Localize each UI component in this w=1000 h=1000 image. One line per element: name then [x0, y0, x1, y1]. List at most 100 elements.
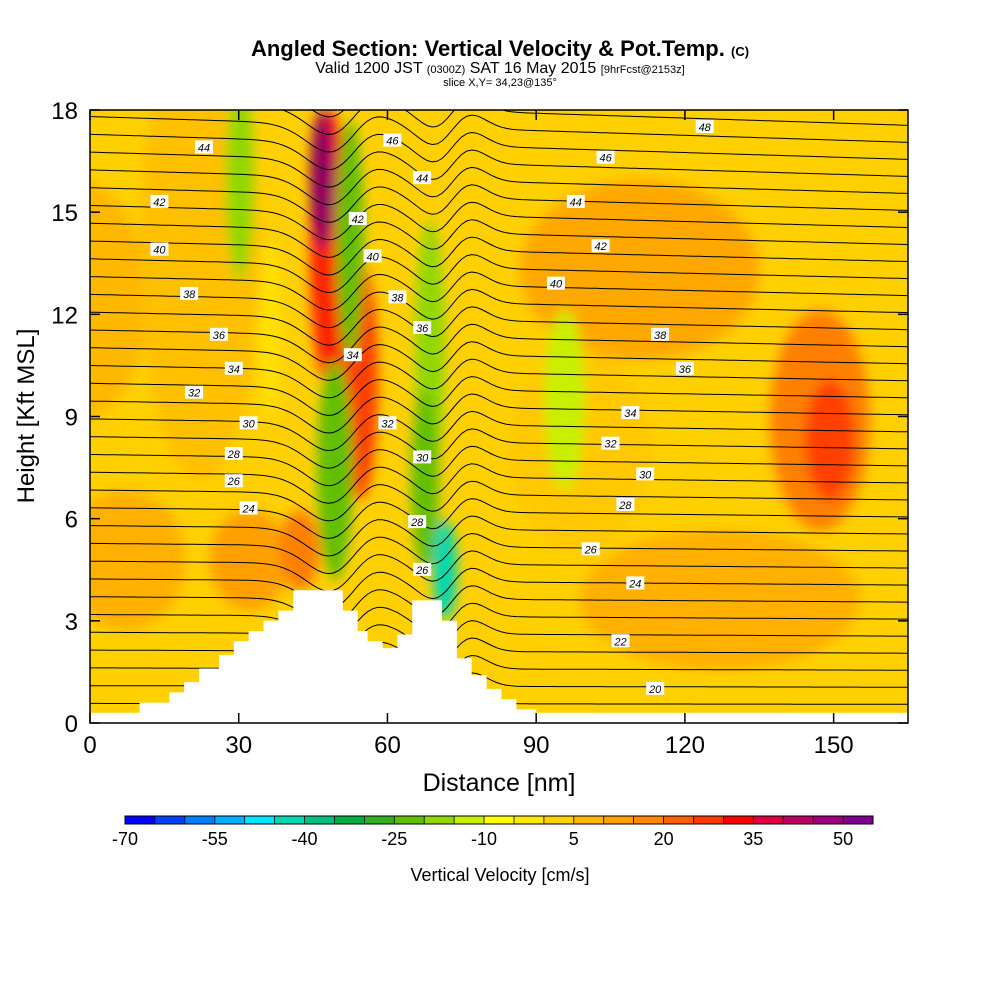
theta-label-36: 36	[675, 361, 694, 376]
theta-label-26: 26	[224, 474, 243, 488]
theta-label-34: 34	[224, 361, 243, 376]
velocity-blob	[805, 380, 855, 500]
slice-info: slice X,Y= 34,23@135°	[443, 77, 557, 89]
theta-label-38: 38	[651, 327, 670, 342]
velocity-blob	[520, 180, 760, 360]
velocity-blob	[317, 360, 353, 580]
y-tick-label: 6	[65, 507, 78, 534]
theta-label-text: 40	[153, 245, 166, 257]
theta-label-32: 32	[378, 416, 397, 430]
theta-label-text: 26	[227, 476, 241, 488]
isentrope	[90, 620, 908, 662]
theta-label-42: 42	[348, 212, 367, 226]
colorbar-swatch	[214, 816, 246, 824]
colorbar-swatch	[184, 816, 216, 824]
colorbar-swatch	[154, 816, 186, 824]
colorbar-swatch	[723, 816, 754, 824]
isentrope	[90, 567, 908, 610]
colorbar-swatch	[454, 816, 485, 824]
theta-label-text: 36	[416, 323, 429, 335]
theta-label-26: 26	[581, 542, 600, 556]
colorbar-swatch	[633, 816, 664, 824]
isentrope	[90, 393, 908, 434]
isentrope	[90, 341, 908, 381]
velocity-blob	[258, 240, 282, 420]
colorbar-tick-label: 20	[654, 829, 674, 849]
theta-label-text: 42	[594, 241, 606, 253]
isentrope	[90, 410, 908, 452]
colorbar-tick-label: -25	[381, 829, 407, 849]
theta-label-text: 42	[352, 214, 364, 226]
velocity-blob	[411, 390, 439, 570]
theta-label-28: 28	[408, 515, 427, 529]
theta-label-text: 24	[241, 504, 254, 516]
theta-label-text: 44	[198, 143, 210, 155]
colorbar-swatch	[334, 816, 365, 824]
theta-label-text: 32	[381, 418, 393, 430]
colorbar-swatch	[364, 816, 395, 824]
theta-label-text: 38	[183, 289, 196, 301]
colorbar-swatch	[543, 816, 575, 824]
colorbar-swatch	[304, 816, 335, 824]
velocity-blob	[280, 510, 320, 590]
isentrope	[90, 480, 908, 522]
theta-label-text: 26	[415, 565, 429, 577]
y-tick-label: 18	[51, 98, 78, 125]
theta-label-text: 36	[679, 364, 692, 376]
theta-label-text: 34	[347, 350, 359, 362]
velocity-blob	[226, 110, 254, 280]
isentrope	[90, 637, 908, 680]
colorbar-swatch	[514, 816, 545, 824]
valid-date: SAT 16 May 2015	[469, 60, 597, 77]
theta-label-text: 28	[410, 517, 424, 529]
velocity-blob	[310, 110, 334, 250]
terrain	[90, 590, 908, 723]
theta-label-text: 22	[613, 636, 626, 648]
isentrope	[90, 463, 908, 504]
velocity-blob	[336, 120, 364, 360]
colorbar-tick-label: -40	[291, 829, 317, 849]
velocity-blob	[90, 181, 148, 419]
isentrope	[90, 166, 908, 206]
theta-label-38: 38	[180, 286, 199, 301]
theta-label-32: 32	[601, 436, 620, 451]
theta-label-text: 46	[599, 153, 612, 165]
theta-label-text: 20	[648, 684, 662, 696]
theta-label-text: 48	[699, 122, 712, 134]
theta-label-text: 34	[624, 408, 636, 420]
chart-title-unit: (C)	[731, 44, 750, 59]
theta-label-text: 36	[213, 330, 226, 342]
velocity-blob	[433, 520, 457, 620]
colorbar-tick-label: 50	[833, 829, 853, 849]
velocity-blob	[545, 310, 585, 490]
theta-label-32: 32	[185, 385, 204, 400]
colorbar-swatch	[813, 816, 844, 824]
theta-label-40: 40	[547, 276, 565, 291]
vertical-velocity-field	[90, 110, 870, 670]
theta-label-30: 30	[239, 416, 258, 430]
isentrope	[90, 184, 908, 223]
colorbar-tick-label: -55	[202, 829, 228, 849]
theta-label-40: 40	[363, 249, 382, 263]
isentrope	[90, 271, 908, 311]
isentrope	[90, 114, 908, 153]
theta-label-42: 42	[150, 194, 169, 209]
isentrope	[90, 219, 908, 258]
theta-label-20: 20	[646, 681, 665, 696]
valid-time-prefix: Valid 1200 JST	[315, 60, 423, 77]
y-tick-label: 15	[51, 200, 78, 227]
velocity-blob	[90, 490, 185, 630]
theta-label-40: 40	[150, 242, 169, 257]
theta-label-36: 36	[413, 321, 432, 335]
isentrope	[90, 515, 908, 557]
x-tick-label: 90	[523, 732, 550, 759]
forecast-info: [9hrFcst@2153z]	[600, 64, 685, 76]
colorbar-swatch	[394, 816, 425, 824]
isentrope	[90, 288, 908, 329]
theta-label-28: 28	[224, 447, 243, 461]
colorbar-swatch	[753, 816, 784, 824]
isentrope	[90, 201, 908, 241]
theta-label-text: 32	[188, 388, 200, 400]
x-tick-label: 30	[225, 732, 252, 759]
y-tick-label: 0	[65, 711, 78, 738]
